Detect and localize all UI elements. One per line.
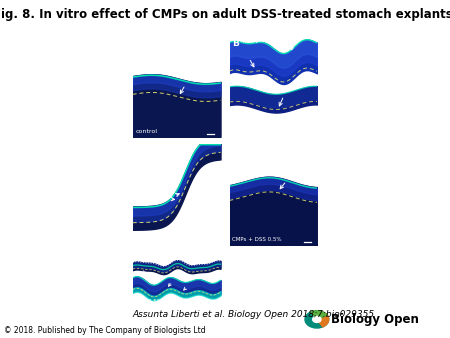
Text: E: E: [135, 252, 141, 261]
Text: *: *: [284, 148, 289, 158]
Text: *: *: [144, 146, 149, 156]
Text: B: B: [232, 39, 239, 48]
Text: *: *: [141, 270, 146, 280]
Text: *: *: [280, 88, 284, 98]
Text: C: C: [135, 147, 142, 156]
Wedge shape: [311, 311, 327, 319]
Wedge shape: [317, 312, 328, 327]
Text: Assunta Liberti et al. Biology Open 2018;7:bio029355: Assunta Liberti et al. Biology Open 2018…: [133, 310, 375, 319]
Text: D: D: [232, 147, 240, 156]
Circle shape: [305, 311, 328, 328]
Text: A: A: [135, 39, 142, 48]
Text: DSS 0.5%: DSS 0.5%: [232, 129, 262, 134]
Text: © 2018. Published by The Company of Biologists Ltd: © 2018. Published by The Company of Biol…: [4, 326, 206, 335]
Text: *: *: [141, 43, 146, 53]
Text: CMPs + DSS 0.5%: CMPs + DSS 0.5%: [232, 237, 282, 242]
Text: CMPs: CMPs: [135, 237, 152, 242]
Circle shape: [313, 316, 321, 322]
Text: control: control: [135, 129, 157, 134]
Text: Biology Open: Biology Open: [332, 313, 419, 326]
Text: Fig. 8. In vitro effect of CMPs on adult DSS-treated stomach explants.: Fig. 8. In vitro effect of CMPs on adult…: [0, 8, 450, 21]
Text: DSS 0.5% after CMPs: DSS 0.5% after CMPs: [135, 299, 193, 304]
